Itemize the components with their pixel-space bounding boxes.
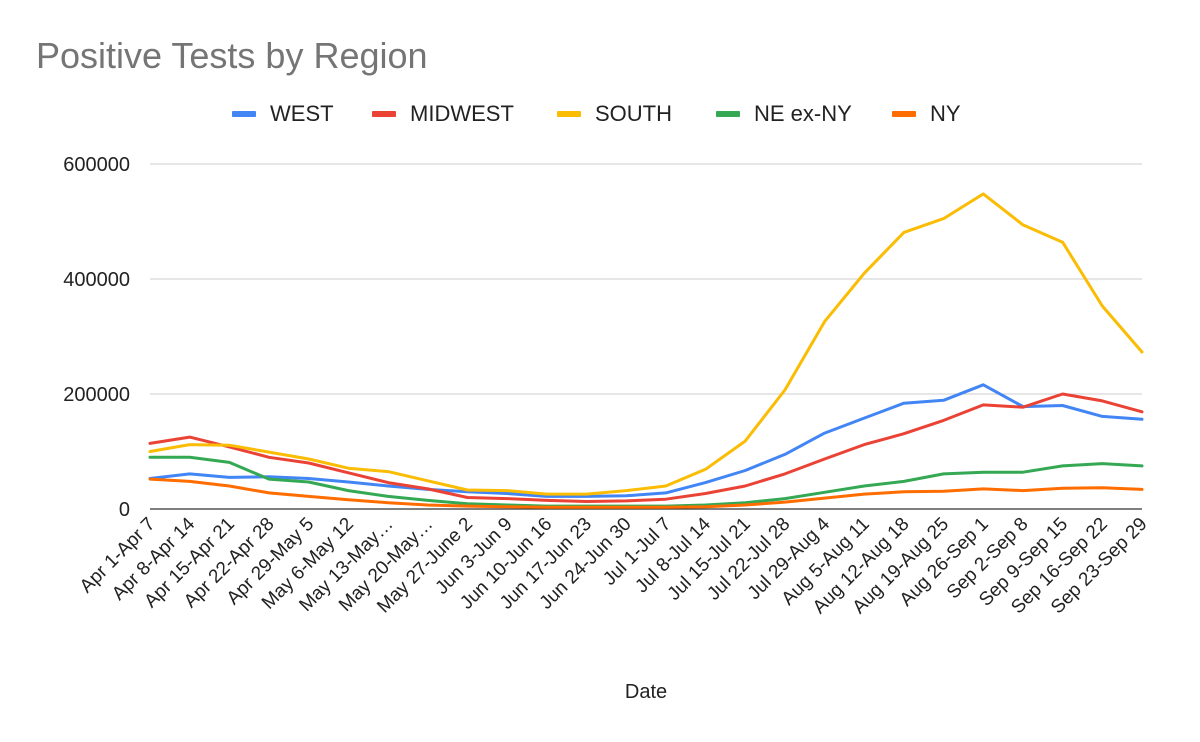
y-tick-label: 400000 [63, 269, 130, 291]
legend-item-midwest: MIDWEST [372, 101, 514, 126]
legend-swatch [232, 111, 256, 117]
chart-title: Positive Tests by Region [36, 35, 428, 76]
legend-item-south: SOUTH [557, 101, 672, 126]
series-line-midwest [148, 392, 1144, 503]
legend: WEST MIDWEST SOUTH NE ex-NY NY [232, 101, 961, 126]
grid-lines [150, 163, 1142, 510]
legend-swatch [716, 111, 740, 117]
legend-swatch [892, 111, 916, 117]
series-line-west [148, 383, 1144, 498]
legend-label: NY [930, 101, 961, 126]
legend-item-west: WEST [232, 101, 334, 126]
series-line-ny [148, 477, 1144, 509]
y-axis-ticks: 0 200000 400000 600000 [63, 154, 130, 521]
legend-swatch [372, 111, 396, 117]
x-axis-label: Date [625, 681, 667, 703]
legend-item-ny: NY [892, 101, 961, 126]
y-tick-label: 600000 [63, 154, 130, 176]
legend-label: MIDWEST [410, 101, 514, 126]
legend-label: NE ex-NY [754, 101, 852, 126]
legend-label: SOUTH [595, 101, 672, 126]
legend-label: WEST [270, 101, 334, 126]
y-tick-label: 200000 [63, 384, 130, 406]
series-line-south [148, 192, 1144, 496]
legend-swatch [557, 111, 581, 117]
y-tick-label: 0 [119, 499, 130, 521]
legend-item-ne-ex-ny: NE ex-NY [716, 101, 852, 126]
series-lines [148, 192, 1144, 509]
